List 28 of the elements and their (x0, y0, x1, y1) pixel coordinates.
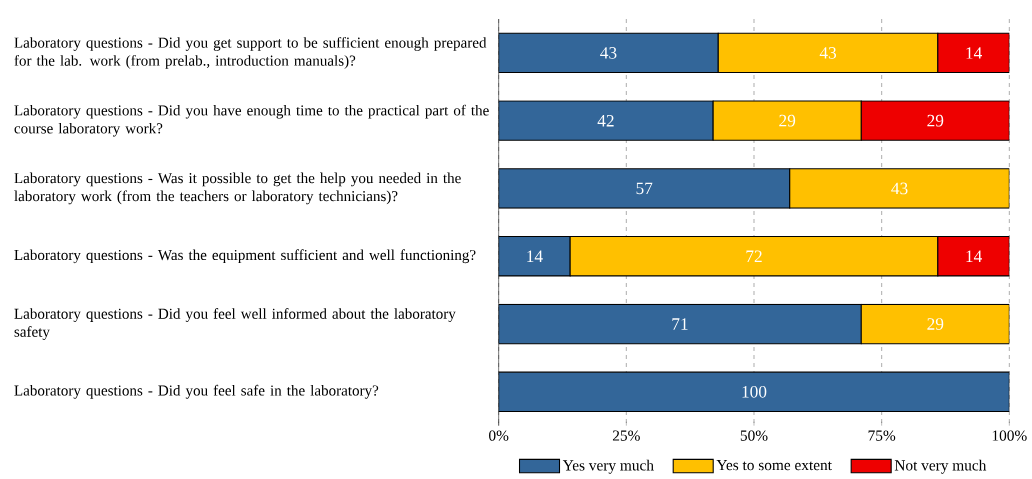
y-tick-label: Laboratory questions - Was the equipment sufficient and well functioning? (14, 249, 476, 264)
data-label: 43 (600, 47, 617, 59)
legend-label: Yes very much (562, 459, 654, 474)
data-label: 29 (927, 114, 944, 127)
y-tick-label: Laboratory questions - Was it possible to get the help you needed in the laboratory work (from the teachers or laboratory technicians)? (14, 172, 461, 205)
data-label: 29 (779, 114, 796, 127)
legend-label: Yes to some extent (716, 460, 832, 471)
data-label: 14 (966, 47, 982, 59)
data-label: 14 (966, 250, 982, 262)
y-tick-label: Laboratory questions - Did you have enough time to the practical part of the course laboratory work? (14, 104, 489, 137)
x-tick-label: 0% (489, 430, 509, 441)
x-tick-label: 25% (612, 430, 640, 441)
data-label: 71 (672, 318, 688, 330)
data-label: 43 (819, 47, 837, 59)
data-label: 14 (527, 250, 543, 262)
data-label: 29 (927, 318, 944, 330)
x-tick-label: 75% (868, 430, 896, 441)
data-label: 72 (746, 250, 762, 262)
y-tick-label: Laboratory questions - Did you feel safe in the laboratory? (14, 384, 379, 399)
data-label: 43 (891, 182, 908, 195)
x-tick-label: 50% (740, 430, 768, 441)
data-label: 100 (742, 385, 767, 398)
y-tick-label: Laboratory questions - Did you get support to be sufficient enough prepared for the lab. work (from prelab., introduction manuals)? (14, 36, 487, 69)
y-tick-label: Laboratory questions - Did you feel well informed about the laboratory safety (14, 308, 456, 340)
data-label: 57 (636, 182, 653, 195)
data-label: 42 (597, 114, 614, 127)
legend-label: Not very much (894, 459, 987, 474)
x-tick-label: 100% (992, 430, 1027, 441)
